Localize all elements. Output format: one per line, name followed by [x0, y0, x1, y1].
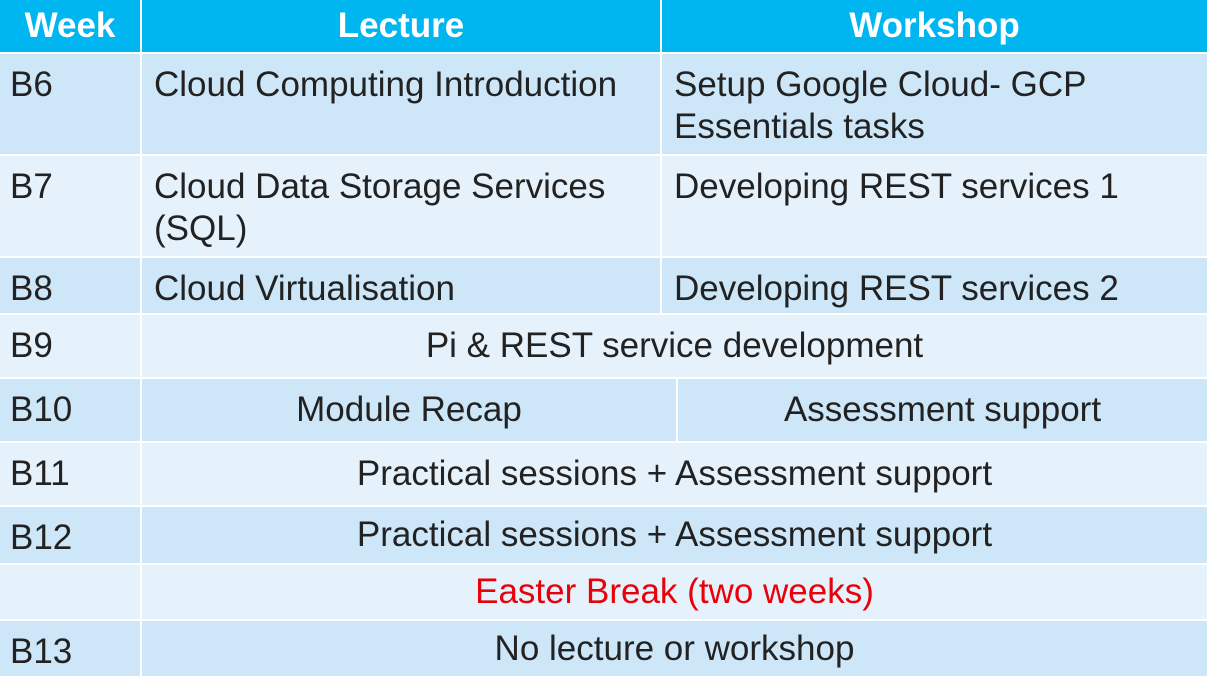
easter-break-text: Easter Break (two weeks): [142, 565, 1207, 619]
week-b9: B9: [0, 315, 140, 377]
workshop-b8: Developing REST services 2: [662, 258, 1207, 313]
combined-b13: No lecture or workshop: [142, 621, 1207, 676]
week-b6: B6: [0, 54, 140, 154]
lecture-b7: Cloud Data Storage Services (SQL): [142, 156, 660, 256]
lecture-b8: Cloud Virtualisation: [142, 258, 660, 313]
header-workshop: Workshop: [662, 0, 1207, 52]
week-b12: B12: [0, 507, 140, 563]
combined-b12: Practical sessions + Assessment support: [142, 507, 1207, 563]
workshop-b6-line1: Setup Google Cloud- GCP: [674, 65, 1087, 104]
lecture-b10: Module Recap: [142, 379, 676, 441]
workshop-b10: Assessment support: [678, 379, 1207, 441]
week-b11: B11: [0, 443, 140, 505]
combined-b11: Practical sessions + Assessment support: [142, 443, 1207, 505]
header-lecture: Lecture: [142, 0, 660, 52]
week-b10: B10: [0, 379, 140, 441]
workshop-b6: Setup Google Cloud- GCP Essentials tasks: [662, 54, 1207, 154]
lecture-b6: Cloud Computing Introduction: [142, 54, 660, 154]
workshop-b6-line2: Essentials tasks: [674, 107, 925, 146]
lecture-b7-line2: (SQL): [154, 209, 248, 248]
week-easter: [0, 565, 140, 619]
header-week: Week: [0, 0, 140, 52]
combined-b9: Pi & REST service development: [142, 315, 1207, 377]
week-b8: B8: [0, 258, 140, 313]
week-b7: B7: [0, 156, 140, 256]
week-b13: B13: [0, 621, 140, 676]
workshop-b7: Developing REST services 1: [662, 156, 1207, 256]
lecture-b7-line1: Cloud Data Storage Services: [154, 167, 606, 206]
